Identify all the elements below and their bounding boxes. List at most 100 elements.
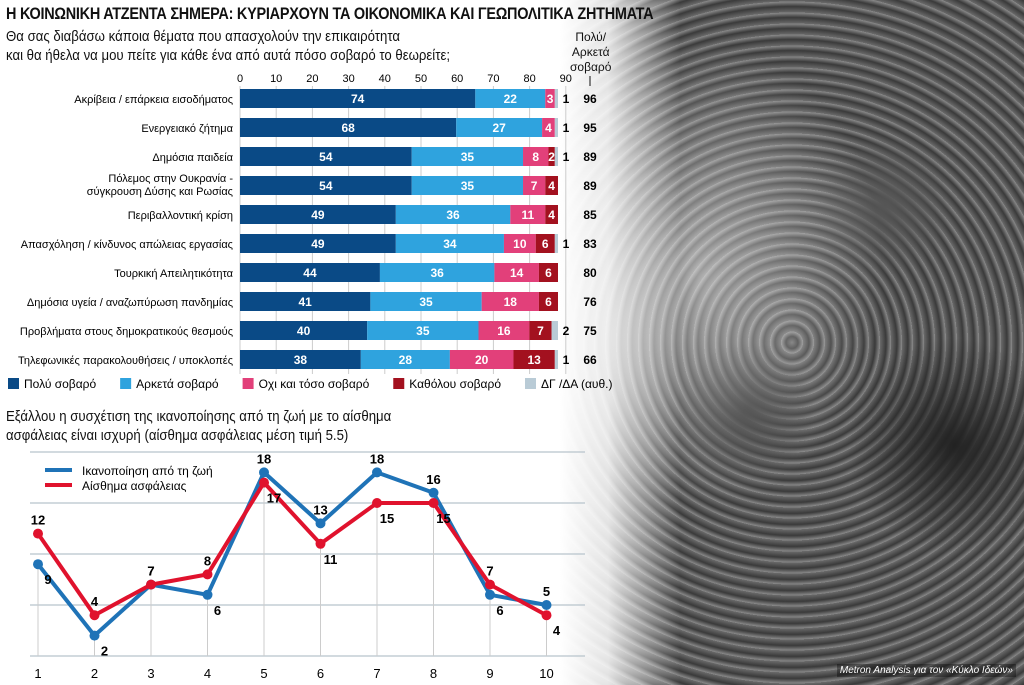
data-label: 11 <box>324 552 338 567</box>
data-label: 22 <box>504 92 518 106</box>
page-title: Η ΚΟΙΝΩΝΙΚΗ ΑΤΖΕΝΤΑ ΣΗΜΕΡΑ: ΚΥΡΙΑΡΧΟΥΝ Τ… <box>6 4 654 23</box>
bar-segment <box>523 176 546 195</box>
x-tick-label: 4 <box>204 666 211 681</box>
bar-subtitle-1: Θα σας διαβάσω κάποια θέματα που απασχολ… <box>6 28 400 45</box>
x-tick-label: 9 <box>486 666 493 681</box>
data-point <box>202 569 213 580</box>
bar-segment <box>475 89 546 108</box>
total-label: 89 <box>583 179 597 193</box>
data-point <box>33 528 43 539</box>
bar-segment <box>535 234 555 253</box>
data-label: 36 <box>446 208 460 222</box>
legend-swatch <box>525 378 536 389</box>
data-label: 4 <box>553 623 561 638</box>
data-label: 2 <box>101 644 108 659</box>
data-point <box>428 498 439 508</box>
data-label: 15 <box>436 511 450 526</box>
x-tick-label: 90 <box>560 73 572 85</box>
legend-label: ΔΓ /ΔΑ (αυθ.) <box>541 377 612 391</box>
data-label: 8 <box>204 553 211 568</box>
legend-swatch <box>242 378 254 389</box>
data-label: 54 <box>319 150 333 164</box>
legend-label: Αρκετά σοβαρό <box>136 377 219 391</box>
bar-segment <box>240 321 368 340</box>
x-tick-label: 2 <box>91 666 98 681</box>
data-point <box>485 589 495 600</box>
data-label: 6 <box>545 266 552 280</box>
bar-segment <box>554 118 558 137</box>
total-label: 89 <box>583 150 597 164</box>
x-tick-label: 1 <box>34 666 41 681</box>
bar-segment <box>545 176 558 195</box>
bar-segment <box>240 205 396 224</box>
legend-label: Ικανοποίηση από τη ζωή <box>82 464 213 478</box>
data-label: 35 <box>461 179 475 193</box>
bar-segment <box>411 176 524 195</box>
bar-segment <box>545 205 558 224</box>
data-label: 38 <box>294 353 308 367</box>
bar-segment <box>395 234 504 253</box>
line-subtitle-1: Εξάλλου η συσχέτιση της ικανοποίησης από… <box>6 408 392 425</box>
data-label: 18 <box>370 451 384 466</box>
total-label: 95 <box>583 121 597 135</box>
bar-segment <box>240 176 412 195</box>
dk-label: 2 <box>563 324 570 338</box>
bar-segment <box>240 234 396 253</box>
legend-swatch <box>8 378 19 389</box>
data-label: 10 <box>513 237 527 251</box>
data-label: 35 <box>461 150 475 164</box>
data-label: 68 <box>341 121 355 135</box>
data-label: 2 <box>548 150 555 164</box>
bar-segment <box>538 263 558 282</box>
data-point <box>89 610 100 621</box>
bar-segment <box>554 350 558 369</box>
bar-segment <box>449 350 514 369</box>
data-label: 16 <box>426 472 440 487</box>
bar-segment <box>240 89 476 108</box>
x-tick-label: 8 <box>430 666 437 681</box>
bar-segment <box>542 118 555 137</box>
data-label: 17 <box>267 491 281 506</box>
source-credit: Metron Analysis για τον «Κύκλο Ιδεών» <box>836 664 1016 677</box>
data-point <box>315 538 326 549</box>
data-point <box>33 559 43 570</box>
bar-segment <box>503 234 536 253</box>
data-label: 4 <box>545 121 552 135</box>
x-tick-label: 20 <box>306 73 318 85</box>
category-label: Ενεργειακό ζήτημα <box>141 123 233 135</box>
data-label: 7 <box>531 179 538 193</box>
bar-segment <box>411 147 524 166</box>
total-label: 80 <box>583 266 597 280</box>
bar-segment <box>240 147 412 166</box>
bar-segment <box>529 321 552 340</box>
bar-segment <box>513 350 555 369</box>
bar-segment <box>240 263 380 282</box>
data-label: 20 <box>475 353 489 367</box>
bar-segment <box>240 292 371 311</box>
data-label: 13 <box>313 502 327 517</box>
data-label: 4 <box>548 179 555 193</box>
total-header-line: Αρκετά <box>571 45 610 59</box>
x-tick-label: 10 <box>270 73 282 85</box>
legend-label: Οχι και τόσο σοβαρό <box>259 377 370 391</box>
x-tick-label: 80 <box>523 73 535 85</box>
category-label: Τουρκική Απειλητικότητα <box>114 268 234 280</box>
total-label: 75 <box>583 324 597 338</box>
data-point <box>202 589 213 600</box>
data-label: 9 <box>44 572 51 587</box>
x-tick-label: 60 <box>451 73 463 85</box>
data-label: 3 <box>547 92 554 106</box>
data-point <box>146 579 156 590</box>
bar-segment <box>554 147 558 166</box>
data-label: 6 <box>542 237 549 251</box>
bar-segment <box>494 263 539 282</box>
data-label: 18 <box>504 295 518 309</box>
total-header: Πολύ/ Αρκετά σοβαρό <box>570 30 611 75</box>
category-label: Τηλεφωνικές παρακολουθήσεις / υποκλοπές <box>18 355 233 367</box>
bar-segment <box>360 350 450 369</box>
legend-swatch <box>393 378 405 389</box>
data-point <box>541 610 552 621</box>
data-label: 15 <box>380 511 394 526</box>
total-label: 96 <box>583 92 597 106</box>
x-tick-label: 50 <box>415 73 427 85</box>
